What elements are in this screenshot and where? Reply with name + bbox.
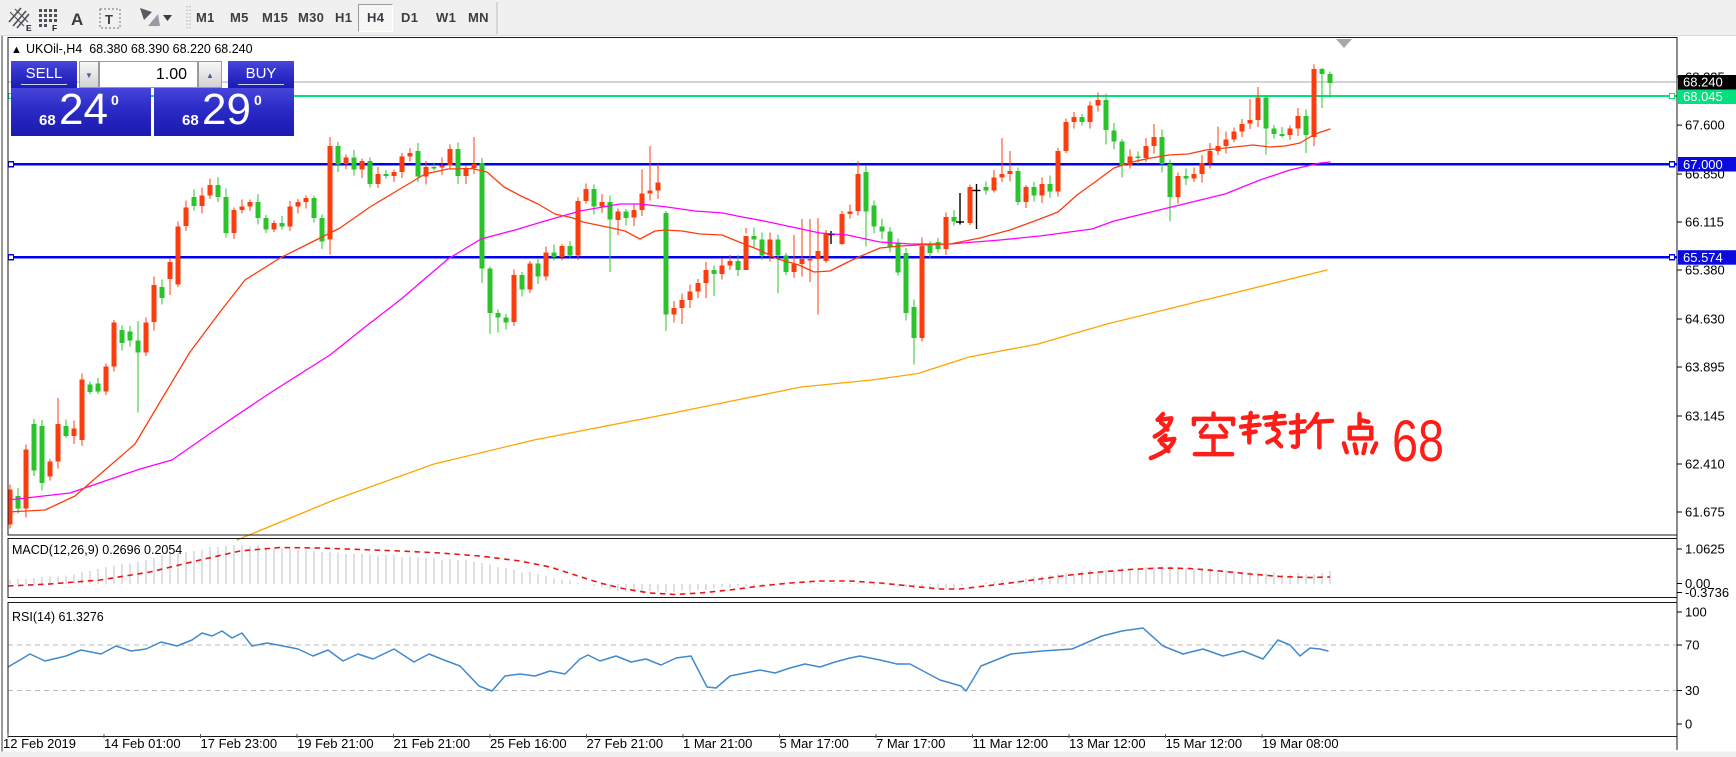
svg-text:17 Feb 23:00: 17 Feb 23:00 bbox=[201, 736, 278, 751]
svg-text:19 Mar 08:00: 19 Mar 08:00 bbox=[1262, 736, 1339, 751]
svg-text:66.115: 66.115 bbox=[1685, 214, 1724, 229]
svg-text:65.574: 65.574 bbox=[1683, 250, 1723, 265]
svg-text:64.630: 64.630 bbox=[1685, 311, 1725, 326]
svg-text:MACD(12,26,9) 0.2696 0.2054: MACD(12,26,9) 0.2696 0.2054 bbox=[12, 543, 182, 557]
svg-text:67.000: 67.000 bbox=[1683, 157, 1723, 172]
svg-text:27 Feb 21:00: 27 Feb 21:00 bbox=[587, 736, 664, 751]
svg-text:1.0625: 1.0625 bbox=[1685, 541, 1725, 556]
svg-text:62.410: 62.410 bbox=[1685, 456, 1725, 471]
svg-text:70: 70 bbox=[1685, 637, 1699, 652]
svg-text:▲: ▲ bbox=[11, 44, 22, 56]
svg-text:15 Mar 12:00: 15 Mar 12:00 bbox=[1166, 736, 1243, 751]
svg-text:19 Feb 21:00: 19 Feb 21:00 bbox=[297, 736, 374, 751]
svg-text:21 Feb 21:00: 21 Feb 21:00 bbox=[394, 736, 471, 751]
svg-text:63.895: 63.895 bbox=[1685, 359, 1725, 374]
svg-text:68: 68 bbox=[1392, 409, 1444, 474]
svg-text:63.145: 63.145 bbox=[1685, 408, 1725, 423]
svg-text:A: A bbox=[71, 10, 83, 29]
svg-text:E: E bbox=[26, 23, 32, 33]
svg-text:30: 30 bbox=[1685, 683, 1699, 698]
svg-text:UKOil-,H4 68.380 68.390 68.22: UKOil-,H4 68.380 68.390 68.220 68.240 bbox=[26, 42, 253, 56]
svg-text:0.00: 0.00 bbox=[1685, 576, 1710, 591]
svg-text:61.675: 61.675 bbox=[1685, 504, 1725, 519]
svg-text:65.380: 65.380 bbox=[1685, 262, 1725, 277]
svg-text:67.600: 67.600 bbox=[1685, 117, 1725, 132]
svg-text:68.045: 68.045 bbox=[1683, 89, 1723, 104]
svg-text:5 Mar 17:00: 5 Mar 17:00 bbox=[780, 736, 849, 751]
svg-text:7 Mar 17:00: 7 Mar 17:00 bbox=[876, 736, 945, 751]
svg-text:11 Mar 12:00: 11 Mar 12:00 bbox=[973, 736, 1049, 751]
svg-text:0: 0 bbox=[1685, 716, 1692, 731]
svg-text:14 Feb 01:00: 14 Feb 01:00 bbox=[104, 736, 181, 751]
svg-text:F: F bbox=[52, 23, 57, 33]
svg-text:12 Feb 2019: 12 Feb 2019 bbox=[3, 736, 76, 751]
svg-text:68.240: 68.240 bbox=[1683, 75, 1723, 90]
svg-text:25 Feb 16:00: 25 Feb 16:00 bbox=[490, 736, 567, 751]
svg-text:T: T bbox=[105, 12, 113, 27]
svg-text:13 Mar 12:00: 13 Mar 12:00 bbox=[1069, 736, 1146, 751]
svg-text:-0.3736: -0.3736 bbox=[1685, 585, 1729, 600]
svg-text:RSI(14) 61.3276: RSI(14) 61.3276 bbox=[12, 610, 104, 624]
svg-text:100: 100 bbox=[1685, 604, 1707, 619]
svg-text:1 Mar 21:00: 1 Mar 21:00 bbox=[683, 736, 752, 751]
